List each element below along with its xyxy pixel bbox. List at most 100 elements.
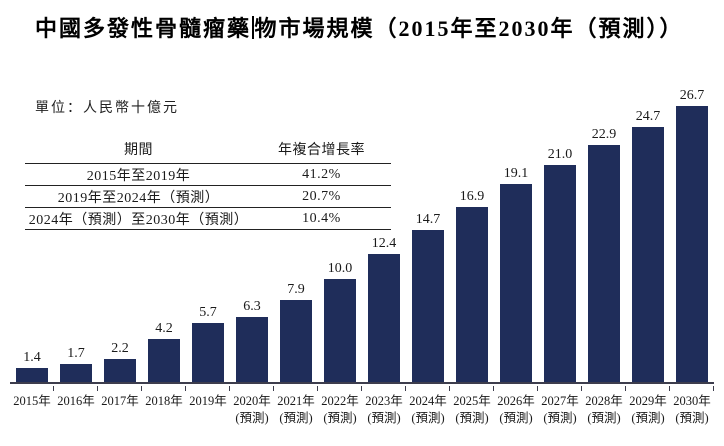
x-axis-label-year: 2020年 (233, 394, 271, 408)
x-axis-label: 2028年 (預測) (582, 386, 626, 427)
x-axis-label: 2019年 (186, 386, 230, 427)
bar (456, 207, 488, 382)
bar (632, 126, 664, 382)
axis-tick (537, 386, 538, 391)
bar-chart: 1.4 1.7 2.2 4.2 5.7 6.3 7.9 10.0 12.4 14.7 16.9 19.… (10, 84, 714, 428)
bar-value-label: 14.7 (415, 211, 441, 227)
x-axis-label-year: 2025年 (453, 394, 491, 408)
table-row: 2024年（預測）至2030年（預測） 10.4% (25, 207, 391, 230)
bar-column: 4.2 (142, 321, 186, 382)
x-axis-label: 2021年 (預測) (274, 386, 318, 427)
x-axis-label-year: 2022年 (321, 394, 359, 408)
x-axis-label: 2030年 (預測) (670, 386, 714, 427)
x-axis-label-forecast: (預測) (675, 411, 709, 425)
x-axis-label-year: 2017年 (101, 394, 139, 408)
cagr-table-header-row: 期間 年複合增長率 (25, 138, 391, 164)
bar-value-label: 2.2 (111, 341, 129, 357)
bar-value-label: 26.7 (679, 87, 705, 103)
bar (588, 145, 620, 382)
x-axis-label: 2025年 (預測) (450, 386, 494, 427)
x-axis-label-year: 2023年 (365, 394, 403, 408)
bar (280, 300, 312, 382)
bar-column: 6.3 (230, 299, 274, 382)
bar-column: 19.1 (494, 166, 538, 382)
x-axis-label-year: 2016年 (57, 394, 95, 408)
x-axis-label: 2016年 (54, 386, 98, 427)
axis-tick (273, 386, 274, 391)
axis-tick (713, 386, 714, 391)
x-axis-label-year: 2019年 (189, 394, 227, 408)
bar-value-label: 21.0 (547, 146, 573, 162)
bar (236, 316, 268, 382)
x-axis-label-forecast: (預測) (279, 411, 313, 425)
x-axis-label-year: 2027年 (541, 394, 579, 408)
bar (60, 364, 92, 382)
axis-tick (361, 386, 362, 391)
period-cell: 2024年（預測）至2030年（預測） (25, 207, 252, 230)
bar-value-label: 19.1 (503, 166, 529, 182)
axis-tick (669, 386, 670, 391)
axis-tick (229, 386, 230, 391)
bar-column: 16.9 (450, 189, 494, 382)
bar-column: 21.0 (538, 147, 582, 382)
bar-column: 26.7 (670, 88, 714, 382)
x-axis-label-forecast: (預測) (543, 411, 577, 425)
cagr-table: 期間 年複合增長率 2015年至2019年 41.2% 2019年至2024年（預測… (25, 138, 391, 230)
axis-tick (581, 386, 582, 391)
x-axis-labels: 2015年 2016年 2017年 2018年 2019年 2020年 (預測) 2021年 (… (10, 386, 714, 427)
bar (412, 229, 444, 382)
x-axis-label: 2020年 (預測) (230, 386, 274, 427)
x-axis-label-year: 2024年 (409, 394, 447, 408)
bar-value-label: 22.9 (591, 127, 617, 143)
bar (676, 105, 708, 382)
cagr-table-header-cagr: 年複合增長率 (251, 138, 391, 164)
cagr-cell: 41.2% (251, 163, 391, 186)
bar-value-label: 10.0 (327, 260, 353, 276)
cagr-table-header-period: 期間 (25, 138, 252, 164)
cagr-cell: 10.4% (251, 207, 391, 230)
axis-tick (185, 386, 186, 391)
bar (368, 253, 400, 382)
x-axis-label-forecast: (預測) (235, 411, 269, 425)
x-axis-label-forecast: (預測) (367, 411, 401, 425)
axis-tick (493, 386, 494, 391)
bar-column: 14.7 (406, 212, 450, 382)
bar-value-label: 16.9 (459, 189, 485, 205)
x-axis-label-forecast: (預測) (411, 411, 445, 425)
x-axis-label: 2029年 (預測) (626, 386, 670, 427)
x-axis-label: 2026年 (預測) (494, 386, 538, 427)
bar (148, 338, 180, 382)
text-cursor-artifact (252, 16, 254, 39)
chart-title-part1: 中國多發性骨髓瘤藥 (35, 16, 252, 41)
x-axis-label: 2022年 (預測) (318, 386, 362, 427)
x-axis-label: 2017年 (98, 386, 142, 427)
bar-chart-plot-area: 1.4 1.7 2.2 4.2 5.7 6.3 7.9 10.0 12.4 14.7 16.9 19.… (10, 84, 714, 384)
x-axis-label: 2018年 (142, 386, 186, 427)
bar-value-label: 1.7 (67, 346, 85, 362)
x-axis-label: 2024年 (預測) (406, 386, 450, 427)
bar-value-label: 12.4 (371, 235, 397, 251)
x-axis-label-year: 2021年 (277, 394, 315, 408)
x-axis-label-year: 2028年 (585, 394, 623, 408)
x-axis-label: 2015年 (10, 386, 54, 427)
bar-column: 7.9 (274, 282, 318, 382)
bar-value-label: 4.2 (155, 320, 173, 336)
period-cell: 2019年至2024年（預測） (25, 185, 252, 208)
bar (500, 184, 532, 382)
chart-title-part2: 物市場規模（2015年至2030年（預測）） (254, 16, 684, 41)
x-axis-label-forecast: (預測) (323, 411, 357, 425)
axis-tick (141, 386, 142, 391)
bar-column: 24.7 (626, 109, 670, 382)
x-axis-label-year: 2030年 (673, 394, 711, 408)
bar-column: 5.7 (186, 305, 230, 382)
axis-tick (97, 386, 98, 391)
bar-column: 22.9 (582, 127, 626, 382)
bar-column: 10.0 (318, 261, 362, 382)
bar-value-label: 7.9 (287, 282, 305, 298)
chart-title: 中國多發性骨髓瘤藥 物市場規模（2015年至2030年（預測）） (35, 11, 684, 43)
axis-tick (53, 386, 54, 391)
bar-value-label: 5.7 (199, 305, 217, 320)
x-axis-label: 2023年 (預測) (362, 386, 406, 427)
x-axis-label: 2027年 (預測) (538, 386, 582, 427)
